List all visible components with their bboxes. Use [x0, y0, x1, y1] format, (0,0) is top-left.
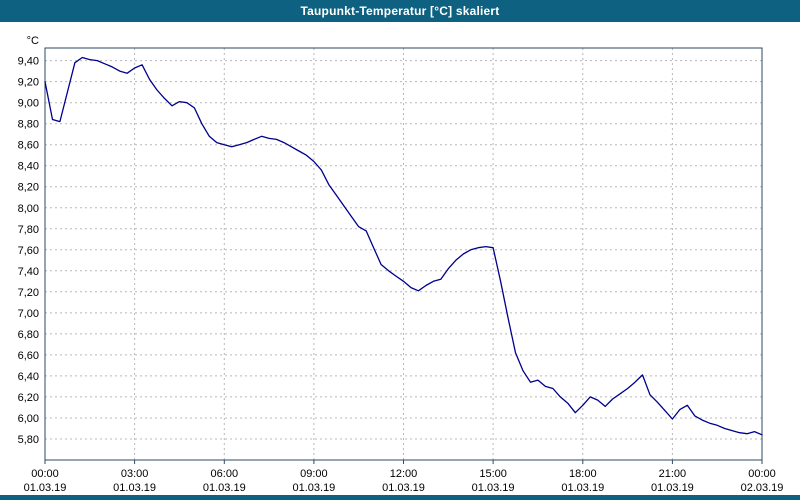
- y-tick-label: 6,00: [18, 413, 39, 425]
- x-tick-time-label: 00:00: [748, 468, 776, 480]
- x-tick-date-label: 01.03.19: [472, 482, 515, 494]
- y-tick-label: 5,80: [18, 434, 39, 446]
- bottom-bar: [0, 495, 800, 500]
- x-tick-date-label: 02.03.19: [741, 482, 784, 494]
- x-tick-time-label: 12:00: [390, 468, 418, 480]
- y-tick-label: 9,20: [18, 77, 39, 89]
- chart-area: 9,40 9,20 9,00 8,80 8,60 8,40 8,20 8,00 7,80 7,60…: [0, 22, 800, 495]
- y-tick-label: 7,80: [18, 224, 39, 236]
- x-tick-time-label: 09:00: [300, 468, 328, 480]
- y-tick-label: 6,20: [18, 392, 39, 404]
- x-tick-time-label: 03:00: [121, 468, 149, 480]
- y-tick-label: 9,00: [18, 98, 39, 110]
- y-tick-label: 7,60: [18, 245, 39, 257]
- x-tick-time-label: 15:00: [479, 468, 507, 480]
- x-tick-date-label: 01.03.19: [24, 482, 67, 494]
- x-tick-date-label: 01.03.19: [203, 482, 246, 494]
- x-tick-date-label: 01.03.19: [382, 482, 425, 494]
- y-tick-label: 7,20: [18, 287, 39, 299]
- y-tick-label: 8,00: [18, 203, 39, 215]
- y-tick-label: 7,40: [18, 266, 39, 278]
- title-bar: Taupunkt-Temperatur [°C] skaliert: [0, 0, 800, 22]
- x-tick-time-label: 21:00: [659, 468, 687, 480]
- x-tick-date-label: 01.03.19: [292, 482, 335, 494]
- y-tick-label: 6,80: [18, 329, 39, 341]
- y-tick-label: 8,20: [18, 182, 39, 194]
- x-tick-date-label: 01.03.19: [113, 482, 156, 494]
- y-tick-label: 8,60: [18, 140, 39, 152]
- y-tick-label: 8,40: [18, 161, 39, 173]
- x-tick-date-label: 01.03.19: [651, 482, 694, 494]
- x-tick-date-label: 01.03.19: [561, 482, 604, 494]
- y-tick-label: 8,80: [18, 119, 39, 131]
- x-tick-time-label: 06:00: [211, 468, 239, 480]
- chart-title: Taupunkt-Temperatur [°C] skaliert: [300, 4, 500, 18]
- series-line: [44, 56, 763, 436]
- x-tick-time-label: 18:00: [569, 468, 597, 480]
- y-axis-unit-label: °C: [27, 35, 39, 47]
- y-tick-label: 6,40: [18, 371, 39, 383]
- y-tick-label: 9,40: [18, 56, 39, 68]
- chart-svg: 9,40 9,20 9,00 8,80 8,60 8,40 8,20 8,00 7,80 7,60…: [18, 35, 784, 494]
- x-tick-time-label: 00:00: [31, 468, 59, 480]
- y-tick-label: 7,00: [18, 308, 39, 320]
- y-tick-label: 6,60: [18, 350, 39, 362]
- plot-frame: [44, 47, 763, 461]
